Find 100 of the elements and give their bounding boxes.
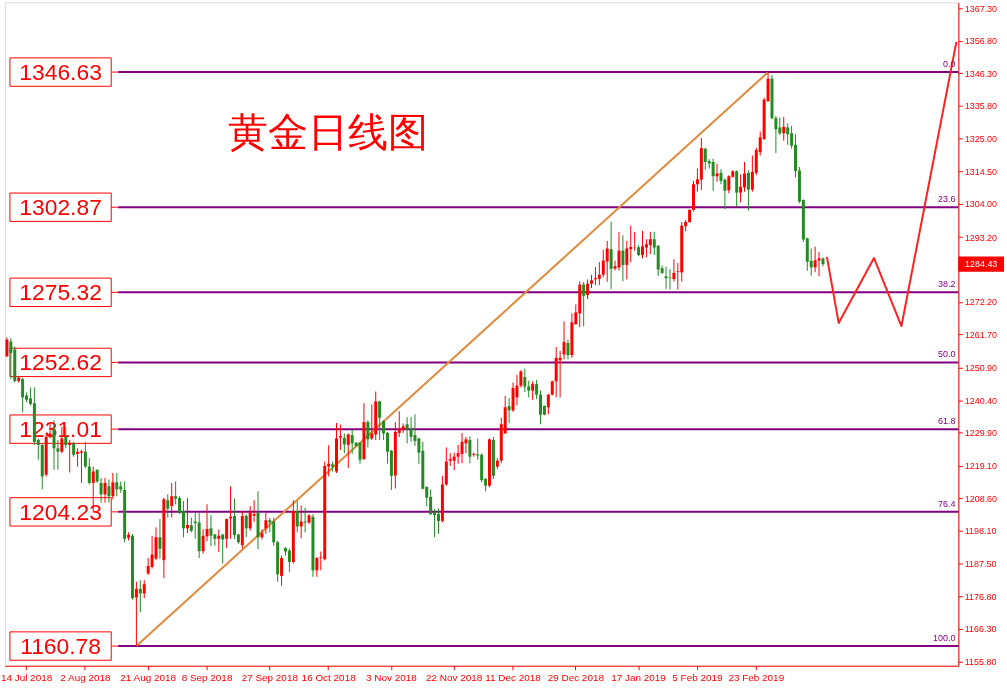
x-tick-label: 14 Jul 2018 xyxy=(0,672,53,684)
candlestick xyxy=(107,479,111,504)
x-tick-label: 17 Jan 2019 xyxy=(611,672,667,684)
ref-line-label: 1160.78 xyxy=(20,632,101,659)
candlestick xyxy=(295,500,299,533)
y-tick-label: 1304.00 xyxy=(964,199,998,210)
candlestick xyxy=(554,346,558,398)
candlestick xyxy=(158,518,162,560)
candlestick xyxy=(170,482,174,519)
candlestick xyxy=(272,517,276,547)
candlestick xyxy=(444,446,448,487)
candlestick xyxy=(76,447,80,468)
candlestick xyxy=(735,169,739,208)
candlestick xyxy=(429,488,433,516)
candlestick xyxy=(185,497,189,534)
y-tick-label: 1198.10 xyxy=(964,526,997,537)
candlestick xyxy=(539,390,542,425)
y-tick-label: 1314.50 xyxy=(964,166,998,177)
y-tick-label: 1261.70 xyxy=(964,329,998,340)
candlestick xyxy=(232,498,236,540)
candlestick xyxy=(546,393,550,415)
candlestick xyxy=(507,397,511,424)
candlestick xyxy=(217,529,221,553)
y-tick-label: 1240.40 xyxy=(964,395,998,406)
candlestick xyxy=(535,379,539,400)
candlestick xyxy=(582,281,586,327)
candlestick xyxy=(115,472,119,497)
candlestick xyxy=(601,249,605,278)
candlestick xyxy=(597,261,601,286)
candlestick xyxy=(641,230,644,259)
candlestick xyxy=(648,231,652,255)
candlestick xyxy=(409,416,413,443)
candlestick xyxy=(83,441,87,469)
candlestick xyxy=(21,377,25,413)
candlestick xyxy=(621,234,625,282)
x-tick-label: 5 Feb 2019 xyxy=(672,672,724,684)
annotation: 50.0 xyxy=(937,349,956,360)
y-tick-label: 1325.00 xyxy=(964,134,998,145)
candlestick xyxy=(672,258,676,283)
y-tick-label: 1229.90 xyxy=(964,428,998,439)
annotation: 38.2 xyxy=(937,279,956,290)
ref-line-label: 1252.62 xyxy=(19,349,102,376)
candlestick xyxy=(405,416,409,444)
annotation: 76.4 xyxy=(937,498,956,509)
candlestick xyxy=(437,508,440,535)
candlestick xyxy=(260,529,264,540)
y-tick-label: 1250.90 xyxy=(964,363,998,374)
y-tick-label: 1166.30 xyxy=(964,624,997,635)
candlestick xyxy=(813,246,817,273)
candlestick xyxy=(739,173,743,203)
candlestick xyxy=(782,116,786,142)
x-tick-label: 2 Aug 2018 xyxy=(60,672,111,684)
candlestick xyxy=(664,265,668,290)
candlestick xyxy=(617,231,621,271)
x-tick-label: 16 Oct 2018 xyxy=(301,672,357,684)
candlestick xyxy=(746,169,750,212)
candlestick xyxy=(523,368,527,393)
candlestick xyxy=(562,320,566,360)
candlestick xyxy=(609,221,613,290)
candlestick xyxy=(629,225,633,263)
candlestick xyxy=(715,163,719,183)
candlestick xyxy=(225,517,229,549)
y-tick-label: 1272.20 xyxy=(964,297,998,308)
candlestick xyxy=(366,419,370,448)
candlestick xyxy=(87,457,91,485)
candlestick xyxy=(711,158,715,192)
y-tick-label: 1176.80 xyxy=(964,592,997,603)
annotation: 61.8 xyxy=(937,416,956,427)
candlestick xyxy=(9,337,13,380)
y-tick-label: 1346.30 xyxy=(964,68,998,79)
candlestick xyxy=(786,122,790,146)
annotation: 23.6 xyxy=(937,194,956,205)
y-tick-label: 1219.10 xyxy=(964,461,998,472)
candlestick xyxy=(460,432,464,464)
line-series xyxy=(825,40,958,328)
x-tick-label: 22 Nov 2018 xyxy=(426,672,483,684)
y-tick-label: 1208.60 xyxy=(964,493,998,504)
candlestick xyxy=(244,513,248,538)
x-tick-label: 8 Sep 2018 xyxy=(181,672,233,684)
candlestick xyxy=(350,429,354,455)
candlestick xyxy=(566,339,570,360)
candlestick xyxy=(703,147,707,171)
ref-line-label: 1302.87 xyxy=(19,194,102,221)
x-tick-label: 21 Aug 2018 xyxy=(120,672,177,684)
y-tick-label: 1293.20 xyxy=(964,232,998,243)
y-tick-label: 1155.80 xyxy=(964,656,997,667)
annotation: 1284.43 xyxy=(965,259,998,270)
candlestick xyxy=(134,581,138,647)
y-tick-label: 1187.50 xyxy=(964,559,997,569)
candlestick xyxy=(315,556,319,578)
y-tick-label: 1356.80 xyxy=(964,36,998,47)
candlestick xyxy=(531,380,535,401)
annotation: 100.0 xyxy=(933,633,956,644)
candlestick xyxy=(342,433,346,454)
candlestick xyxy=(346,433,350,469)
candlestick xyxy=(209,514,213,547)
candlestick xyxy=(79,449,83,484)
candlestick xyxy=(264,512,268,535)
ref-line-label: 1346.63 xyxy=(19,59,102,86)
candlestick xyxy=(221,533,225,565)
